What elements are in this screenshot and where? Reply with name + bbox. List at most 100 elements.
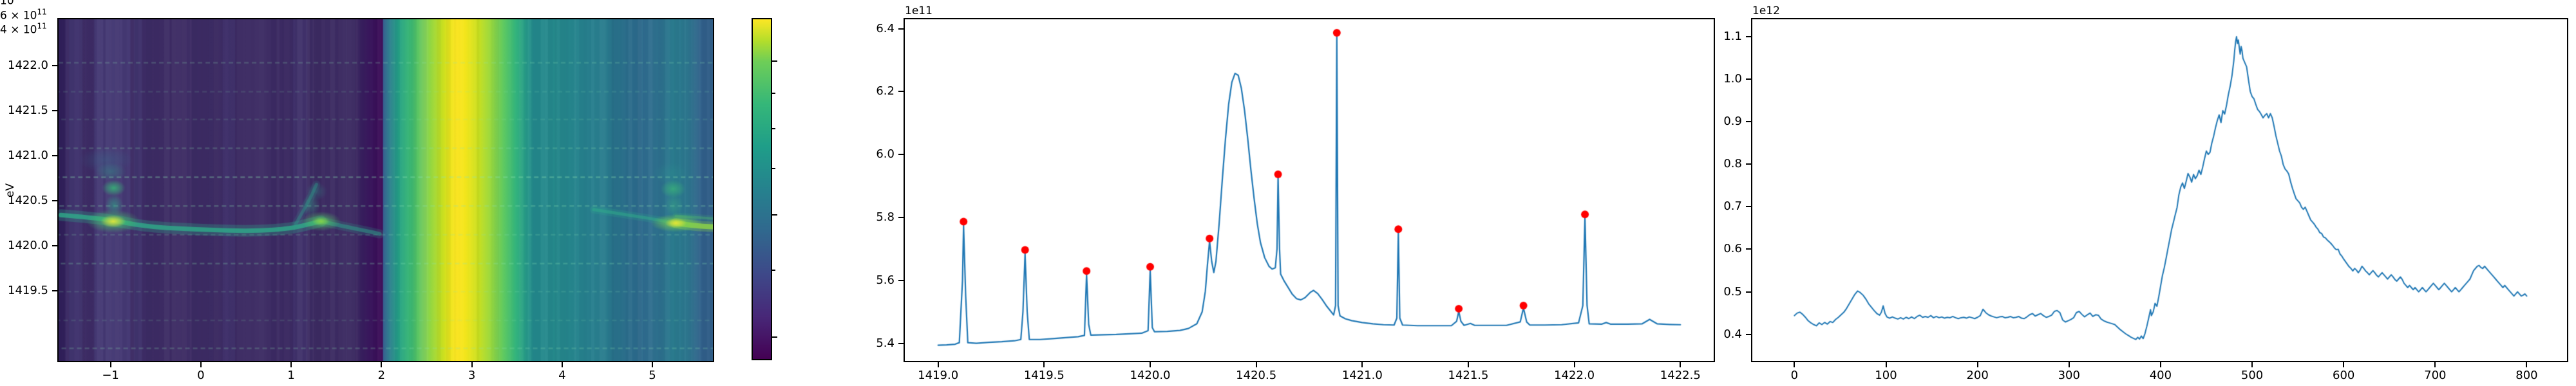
y-tick-label: 5.6: [876, 273, 895, 287]
y-tick-label: 1422.0: [8, 58, 48, 72]
x-tick-label: 700: [2424, 369, 2447, 382]
x-tick-mark: [2343, 362, 2345, 367]
y-tick-mark: [1746, 248, 1751, 250]
timeseries-plot-panel: [1751, 18, 2568, 362]
x-tick-mark: [2434, 362, 2436, 367]
x-tick-mark: [1043, 362, 1045, 367]
y-tick-label: 5.8: [876, 210, 895, 225]
spectrum-plot-canvas: [905, 19, 1714, 361]
y-tick-mark: [898, 154, 904, 156]
colorbar-tick-mark: [772, 214, 777, 216]
timeseries-plot-canvas: [1752, 19, 2567, 361]
y-tick-mark: [52, 109, 57, 111]
x-tick-mark: [1976, 362, 1978, 367]
colorbar-minor-tick-mark: [772, 127, 775, 129]
y-tick-label: 1421.5: [8, 103, 48, 117]
x-tick-mark: [1680, 362, 1681, 367]
x-tick-mark: [200, 362, 202, 367]
y-tick-mark: [1746, 333, 1751, 335]
y-tick-label: 0.4: [1723, 327, 1742, 341]
y-tick-label: 1.0: [1723, 72, 1742, 86]
x-tick-label: 1: [287, 369, 295, 382]
x-tick-mark: [1255, 362, 1257, 367]
x-tick-mark: [937, 362, 939, 367]
x-tick-label: 100: [1875, 369, 1897, 382]
colorbar: [752, 18, 772, 360]
colorbar-tick-mark: [772, 60, 777, 62]
x-tick-mark: [471, 362, 473, 367]
colorbar-tick-label: 4 × 1011: [0, 21, 47, 37]
y-tick-mark: [1746, 291, 1751, 293]
y-tick-mark: [898, 28, 904, 30]
y-tick-mark: [1746, 78, 1751, 80]
x-tick-mark: [1150, 362, 1151, 367]
colorbar-tick-mark: [772, 336, 777, 338]
y-tick-label: 1419.5: [8, 283, 48, 297]
colorbar-tick-label: 6 × 1011: [0, 7, 47, 22]
y-tick-label: 1421.0: [8, 148, 48, 162]
y-tick-mark: [52, 199, 57, 201]
x-tick-label: 200: [1966, 369, 1989, 382]
y-tick-mark: [898, 217, 904, 219]
spectrum-plot-panel: [904, 18, 1715, 362]
y-tick-mark: [52, 154, 57, 156]
x-tick-label: 800: [2515, 369, 2538, 382]
y-tick-label: 0.7: [1723, 199, 1742, 214]
x-tick-mark: [1794, 362, 1795, 367]
x-tick-mark: [290, 362, 292, 367]
x-tick-mark: [2159, 362, 2161, 367]
y-tick-mark: [52, 290, 57, 291]
y-tick-mark: [898, 342, 904, 344]
colorbar-minor-tick-mark: [772, 168, 775, 170]
x-tick-label: 2: [377, 369, 386, 382]
colorbar-minor-tick-mark: [772, 269, 775, 271]
heatmap-panel: [57, 18, 714, 362]
colorbar-minor-tick-mark: [772, 92, 775, 94]
x-tick-label: 4: [558, 369, 566, 382]
x-tick-label: 1421.0: [1341, 369, 1383, 382]
y-tick-label: 1.1: [1723, 29, 1742, 43]
x-tick-mark: [1573, 362, 1575, 367]
x-tick-label: 1422.5: [1660, 369, 1701, 382]
x-tick-label: 1421.5: [1448, 369, 1489, 382]
timeseries-offset-label: 1e12: [1752, 5, 1780, 17]
x-tick-label: 1419.5: [1023, 369, 1065, 382]
x-tick-label: 5: [649, 369, 656, 382]
x-tick-mark: [1885, 362, 1887, 367]
x-tick-mark: [561, 362, 563, 367]
x-tick-mark: [2251, 362, 2253, 367]
y-tick-label: 0.5: [1723, 284, 1742, 299]
x-tick-mark: [2526, 362, 2528, 367]
y-tick-label: 6.4: [876, 21, 895, 35]
x-tick-label: 500: [2240, 369, 2264, 382]
x-tick-label: 400: [2149, 369, 2172, 382]
x-tick-mark: [109, 362, 111, 367]
y-tick-mark: [898, 91, 904, 93]
y-tick-mark: [1746, 206, 1751, 208]
y-tick-label: 0.6: [1723, 242, 1742, 256]
x-tick-label: 1420.5: [1236, 369, 1277, 382]
y-tick-label: 6.0: [876, 147, 895, 161]
x-tick-label: 300: [2058, 369, 2080, 382]
x-tick-label: 1419.0: [918, 369, 959, 382]
y-tick-label: 0.8: [1723, 157, 1742, 171]
y-tick-mark: [898, 279, 904, 281]
heatmap-canvas: [59, 19, 713, 361]
y-tick-mark: [52, 244, 57, 246]
x-tick-label: 1422.0: [1554, 369, 1595, 382]
x-tick-label: 3: [468, 369, 476, 382]
x-tick-mark: [652, 362, 654, 367]
x-tick-label: 600: [2333, 369, 2355, 382]
y-tick-label: 1420.5: [8, 193, 48, 207]
y-tick-mark: [1746, 35, 1751, 37]
x-tick-mark: [1467, 362, 1469, 367]
y-tick-mark: [52, 64, 57, 66]
spectrum-offset-label: 1e11: [905, 5, 933, 17]
x-tick-label: 0: [197, 369, 205, 382]
y-tick-mark: [1746, 163, 1751, 165]
x-tick-mark: [2068, 362, 2070, 367]
x-tick-label: 1420.0: [1130, 369, 1171, 382]
